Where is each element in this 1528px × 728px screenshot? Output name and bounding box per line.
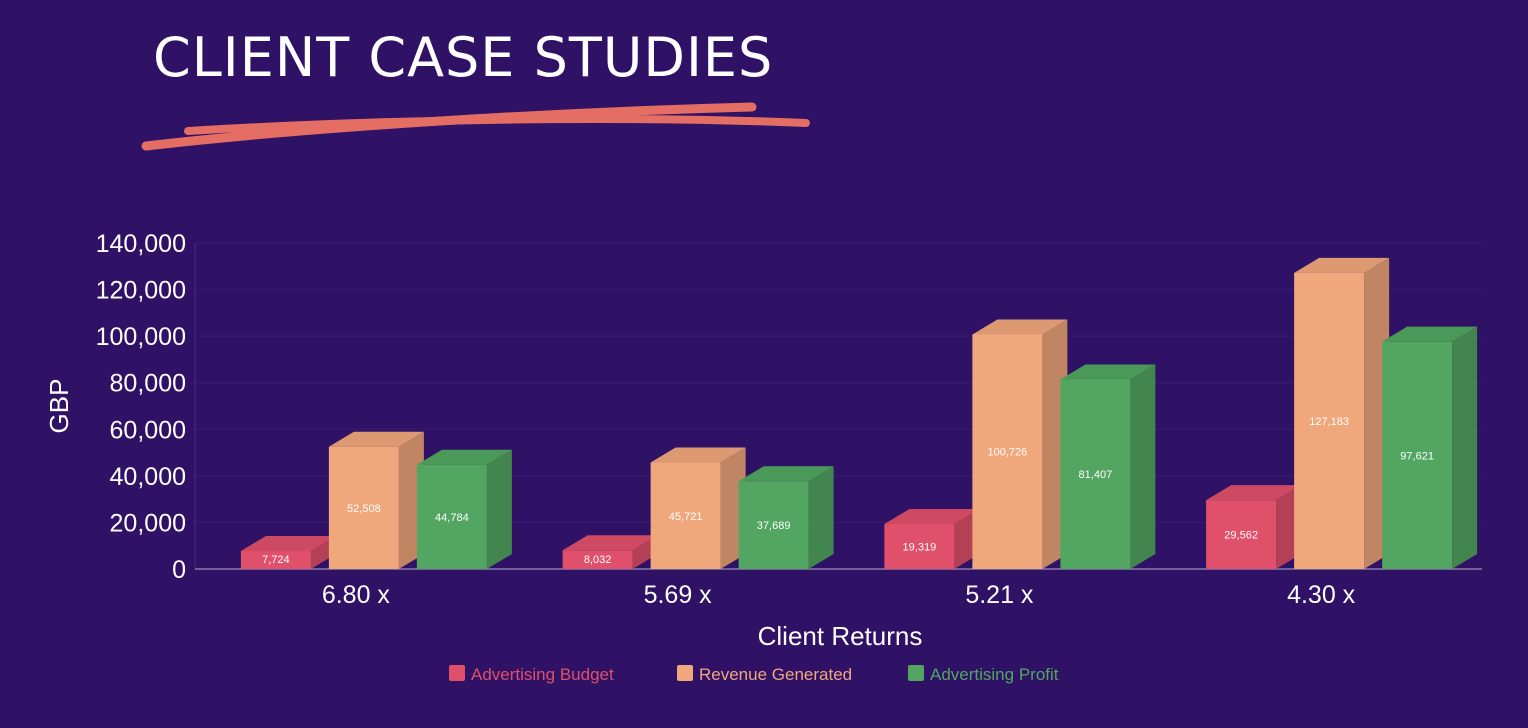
bar-side bbox=[1452, 326, 1478, 569]
data-label: 37,689 bbox=[757, 520, 791, 532]
y-axis-title: GBP bbox=[44, 379, 74, 434]
bar-top bbox=[1382, 326, 1478, 342]
data-label: 100,726 bbox=[987, 447, 1027, 459]
x-axis-title: Client Returns bbox=[758, 621, 923, 651]
data-label: 97,621 bbox=[1400, 450, 1434, 462]
legend-item[interactable]: Revenue Generated bbox=[677, 665, 852, 684]
bar-front bbox=[972, 334, 1043, 569]
bar-front bbox=[738, 481, 809, 569]
bar-top bbox=[1060, 364, 1156, 380]
bar: 127,183 bbox=[1294, 257, 1390, 569]
bar-front bbox=[1206, 500, 1277, 569]
legend-swatch bbox=[677, 665, 693, 681]
bar: 81,407 bbox=[1060, 364, 1156, 569]
y-axis-ticks: 0 20,000 40,000 60,000 80,000 100,000 120,000 1… bbox=[96, 230, 186, 584]
bar: 44,784 bbox=[416, 449, 512, 569]
y-tick-label: 140,000 bbox=[96, 230, 186, 258]
page-title: CLIENT CASE STUDIES bbox=[153, 26, 774, 89]
y-tick-label: 80,000 bbox=[110, 370, 186, 398]
bar: 97,621 bbox=[1382, 326, 1478, 569]
data-label: 81,407 bbox=[1079, 469, 1113, 481]
legend-item[interactable]: Advertising Profit bbox=[908, 665, 1059, 684]
bar-front bbox=[1382, 341, 1453, 569]
bar: 7,724 bbox=[240, 536, 336, 569]
legend-label: Advertising Budget bbox=[471, 665, 614, 684]
data-label: 7,724 bbox=[262, 554, 290, 566]
data-label: 19,319 bbox=[903, 542, 937, 554]
data-label: 29,562 bbox=[1224, 530, 1258, 542]
x-tick-label: 5.69 x bbox=[644, 581, 713, 609]
bar-front bbox=[1294, 272, 1365, 569]
bar-top bbox=[738, 466, 834, 482]
bar-top bbox=[562, 535, 658, 551]
bar-side bbox=[808, 466, 834, 569]
bar-top bbox=[972, 319, 1068, 335]
data-label: 8,032 bbox=[584, 554, 612, 566]
data-label: 45,721 bbox=[669, 511, 703, 523]
bar: 8,032 bbox=[562, 535, 658, 569]
y-tick-label: 100,000 bbox=[96, 323, 186, 351]
legend: Advertising Budget Revenue Generated Adver… bbox=[449, 665, 1059, 684]
bar-front bbox=[884, 524, 955, 569]
x-tick-label: 6.80 x bbox=[322, 581, 391, 609]
legend-item[interactable]: Advertising Budget bbox=[449, 665, 614, 684]
bar-top bbox=[1294, 257, 1390, 273]
data-label: 127,183 bbox=[1309, 416, 1349, 428]
legend-label: Advertising Profit bbox=[930, 665, 1059, 684]
bar: 37,689 bbox=[738, 466, 834, 569]
data-label: 52,508 bbox=[347, 503, 381, 515]
bar-front bbox=[562, 550, 633, 569]
bar-front bbox=[416, 464, 487, 569]
bar-front bbox=[328, 446, 399, 569]
bars: 7,724 52,508 44,784 8,032 45,721 37,689 19,319… bbox=[240, 257, 1478, 569]
x-axis-ticks: 6.80 x 5.69 x 5.21 x 4.30 x bbox=[322, 581, 1356, 609]
bar: 29,562 bbox=[1206, 485, 1302, 569]
bar-front bbox=[1060, 379, 1131, 569]
legend-swatch bbox=[908, 665, 924, 681]
bar-front bbox=[650, 462, 721, 569]
bar: 45,721 bbox=[650, 447, 746, 569]
bar-top bbox=[650, 447, 746, 463]
y-tick-label: 40,000 bbox=[110, 463, 186, 491]
bar-side bbox=[1130, 364, 1156, 569]
bar: 19,319 bbox=[884, 509, 980, 569]
bar-top bbox=[416, 449, 512, 465]
bar-side bbox=[486, 449, 512, 569]
legend-label: Revenue Generated bbox=[699, 665, 852, 684]
y-tick-label: 20,000 bbox=[110, 509, 186, 537]
data-label: 44,784 bbox=[435, 512, 469, 524]
legend-swatch bbox=[449, 665, 465, 681]
bar-front bbox=[240, 551, 311, 569]
bar-top bbox=[328, 431, 424, 447]
bar-top bbox=[1206, 485, 1302, 501]
y-tick-label: 120,000 bbox=[96, 277, 186, 305]
x-tick-label: 5.21 x bbox=[965, 581, 1034, 609]
bar-top bbox=[240, 536, 336, 552]
bar-top bbox=[884, 509, 980, 525]
bar: 100,726 bbox=[972, 319, 1068, 569]
y-tick-label: 60,000 bbox=[110, 416, 186, 444]
x-tick-label: 4.30 x bbox=[1287, 581, 1356, 609]
y-tick-label: 0 bbox=[172, 556, 186, 584]
bar: 52,508 bbox=[328, 431, 424, 569]
